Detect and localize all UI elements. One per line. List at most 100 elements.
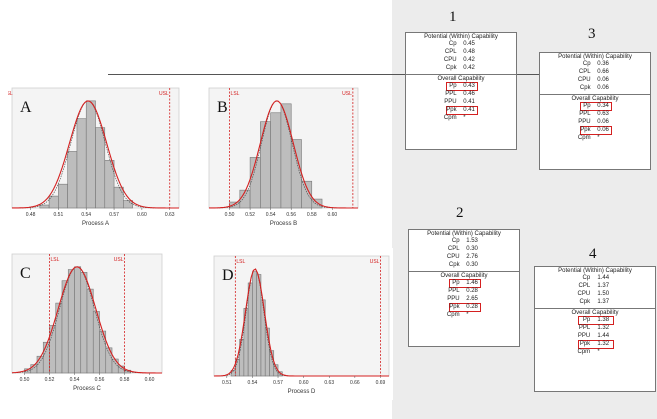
- highlight-box: [448, 279, 482, 288]
- x-tick-label: 0.48: [26, 212, 36, 218]
- overall-row: PPU 1.44: [535, 332, 655, 340]
- usl-label: USL: [342, 91, 352, 97]
- metric-label: CPU: [577, 77, 591, 83]
- x-tick-label: 0.54: [248, 380, 258, 386]
- overall-fit-curve: [208, 100, 358, 209]
- histogram-bar: [95, 127, 106, 209]
- overall-fit-curve: [213, 268, 389, 377]
- potential-capability-title: Potential (Within) Capability: [427, 231, 501, 237]
- metric-label: Cpm: [443, 115, 457, 121]
- histogram-bar: [86, 288, 94, 374]
- overall-row: Cpm *: [406, 114, 516, 122]
- histogram-bar: [85, 100, 96, 209]
- metric-label: CPL: [578, 69, 591, 75]
- metric-value: *: [597, 135, 600, 141]
- metric-value: 0.41: [463, 107, 475, 113]
- section-divider: [540, 94, 650, 95]
- overall-row: Cpm *: [409, 311, 519, 319]
- histogram-svg-c: LSL USL 0.50 0.52 0.54 0.56 0.58 0.60 Process C C: [8, 246, 166, 397]
- lsl-label: LSL: [51, 257, 60, 263]
- histogram-process-c: LSL USL 0.50 0.52 0.54 0.56 0.58 0.60 Process C C: [8, 246, 166, 397]
- capability-panel-3: Potential (Within) Capability Cp 0.36 CPL 0.…: [539, 52, 651, 170]
- x-tick-label: 0.60: [137, 212, 147, 218]
- highlight-box: [445, 106, 479, 115]
- lsl-label: LSL: [231, 91, 240, 97]
- overall-row: Ppk 1.32: [535, 340, 655, 349]
- metric-value: 0.28: [466, 288, 478, 294]
- potential-row: CPU 0.42: [406, 56, 516, 64]
- histogram-bar: [249, 157, 261, 209]
- metric-label: Ppk: [580, 127, 591, 133]
- metric-value: 1.50: [597, 291, 610, 297]
- histogram-process-d: LSL USL 0.51 0.54 0.57 0.60 0.63 0.66 0.69 Proces…: [210, 248, 393, 400]
- overall-row: Pp 0.43: [406, 82, 516, 91]
- metric-label: Cp: [582, 61, 591, 67]
- metric-value: 0.06: [597, 127, 609, 133]
- potential-row: Cpk 0.06: [540, 84, 650, 92]
- x-axis-label: Process C: [73, 386, 101, 392]
- metric-value: 2.65: [466, 296, 478, 302]
- x-tick-label: 0.56: [286, 212, 296, 218]
- x-tick-label: 0.69: [376, 380, 386, 386]
- potential-row: Cp 1.44: [535, 274, 655, 282]
- metric-value: 0.30: [466, 262, 478, 268]
- potential-row: Cpk 1.37: [535, 298, 655, 306]
- x-tick-label: 0.60: [299, 380, 309, 386]
- metric-label: PPL: [579, 111, 591, 117]
- metric-value: 0.45: [463, 41, 475, 47]
- x-tick-label: 0.58: [307, 212, 317, 218]
- highlight-box: [578, 316, 614, 325]
- metric-label: PPL: [578, 325, 591, 331]
- overall-row: PPL 0.28: [409, 287, 519, 295]
- metric-value: 2.76: [466, 254, 478, 260]
- chart-letter: B: [217, 99, 228, 116]
- metric-value: 1.44: [597, 275, 610, 281]
- histogram-bar: [113, 186, 124, 209]
- x-tick-label: 0.63: [165, 212, 175, 218]
- metric-label: PPU: [444, 99, 457, 105]
- metric-label: Pp: [582, 317, 591, 323]
- x-tick-label: 0.60: [327, 212, 337, 218]
- metric-value: 0.30: [466, 246, 478, 252]
- overall-row: PPU 0.06: [540, 118, 650, 126]
- lsl-label: LSL: [236, 259, 245, 265]
- x-tick-label: 0.66: [350, 380, 360, 386]
- histogram-bar: [104, 160, 115, 209]
- figure-number-4: 4: [589, 246, 597, 262]
- metric-label: Cpm: [446, 312, 460, 318]
- x-tick-label: 0.57: [273, 380, 283, 386]
- metric-value: 0.06: [597, 119, 609, 125]
- potential-row: CPU 2.76: [409, 253, 519, 261]
- overall-row: Cpm *: [540, 134, 650, 142]
- metric-value: *: [463, 115, 466, 121]
- metric-value: 0.43: [463, 83, 475, 89]
- overall-row: PPU 2.65: [409, 295, 519, 303]
- x-tick-label: 0.54: [70, 377, 80, 383]
- histogram-bar: [42, 341, 50, 374]
- histogram-svg-a: LSL USL 0.48 0.51 0.54 0.57 0.60 0.63 Process A A: [8, 80, 183, 232]
- metric-value: 0.42: [463, 65, 475, 71]
- highlight-box: [579, 102, 613, 111]
- histogram-process-b: LSL USL 0.50 0.52 0.54 0.56 0.58 0.60 Process B B: [205, 80, 362, 232]
- section-divider: [535, 308, 655, 309]
- metric-label: Ppk: [446, 107, 457, 113]
- histogram-bar: [80, 272, 88, 374]
- histogram-bar: [229, 201, 241, 209]
- x-tick-label: 0.54: [266, 212, 276, 218]
- x-tick-label: 0.54: [81, 212, 91, 218]
- potential-row: CPL 1.37: [535, 282, 655, 290]
- histogram-bar: [239, 189, 251, 209]
- figure-number-2: 2: [456, 205, 464, 221]
- x-axis-label: Process B: [270, 221, 297, 227]
- x-tick-label: 0.57: [109, 212, 119, 218]
- metric-value: 0.46: [463, 91, 475, 97]
- section-divider: [406, 74, 516, 75]
- metric-value: 1.44: [597, 333, 610, 339]
- potential-row: CPL 0.30: [409, 245, 519, 253]
- metric-value: 0.06: [597, 77, 609, 83]
- histogram-bar: [39, 204, 50, 209]
- metric-label: PPL: [448, 288, 460, 294]
- capability-panel-4: Potential (Within) Capability Cp 1.44 CPL 1.…: [534, 266, 656, 392]
- metric-value: 0.28: [466, 304, 478, 310]
- metric-label: Ppk: [449, 304, 460, 310]
